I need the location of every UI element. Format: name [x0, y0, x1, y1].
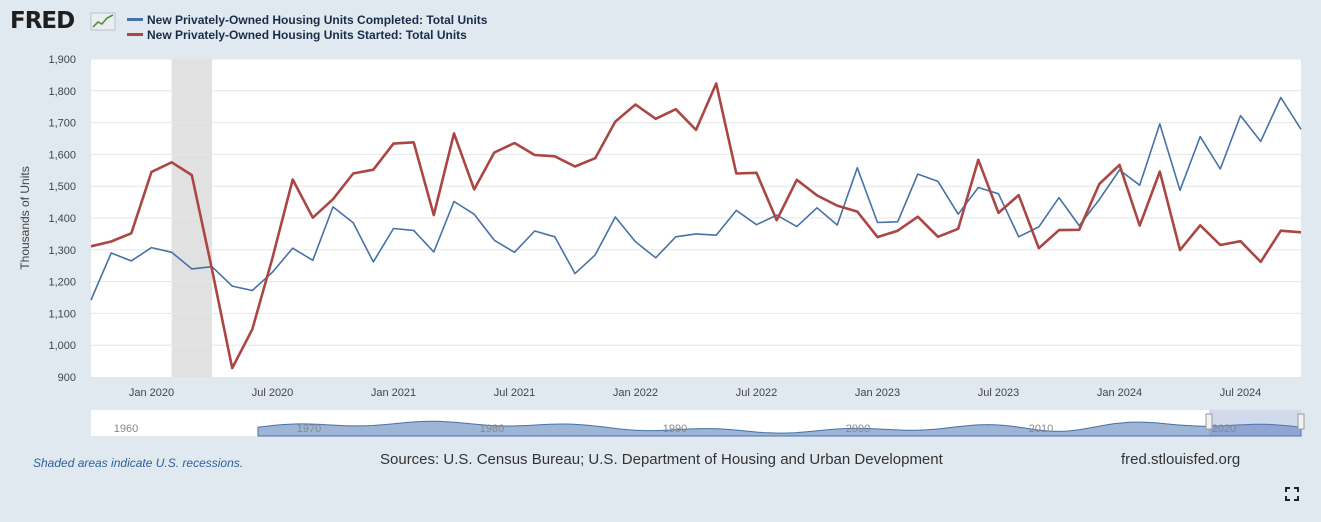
x-tick-label: Jan 2024: [1097, 387, 1142, 399]
navigator-series-area: [257, 420, 1302, 437]
x-tick-label: Jul 2024: [1220, 387, 1262, 399]
y-tick-label: 1,900: [48, 54, 76, 66]
recession-note: Shaded areas indicate U.S. recessions.: [33, 456, 244, 470]
navigator-decade-label: 2020: [1212, 423, 1236, 435]
fullscreen-icon[interactable]: [1285, 487, 1299, 501]
range-navigator[interactable]: 1960 1970 1980 1990 2000 2010 2020: [91, 410, 1305, 437]
series-line-completed[interactable]: [90, 96, 1302, 301]
fred-logo[interactable]: FRED: [10, 8, 75, 34]
navigator-left-handle[interactable]: [1205, 413, 1213, 430]
y-tick-label: 1,000: [48, 340, 76, 352]
y-tick-label: 900: [58, 372, 76, 384]
y-tick-label: 1,700: [48, 118, 76, 130]
y-tick-label: 1,500: [48, 181, 76, 193]
x-tick-label: Jan 2023: [855, 387, 900, 399]
x-tick-label: Jul 2021: [494, 387, 536, 399]
navigator-decade-label: 1970: [297, 423, 321, 435]
y-tick-label: 1,800: [48, 86, 76, 98]
y-tick-label: 1,300: [48, 245, 76, 257]
x-tick-label: Jan 2020: [129, 387, 174, 399]
navigator-decade-label: 1990: [663, 423, 687, 435]
x-tick-label: Jan 2022: [613, 387, 658, 399]
legend-swatch-completed: [127, 18, 143, 21]
y-tick-label: 1,100: [48, 308, 76, 320]
x-tick-label: Jul 2022: [736, 387, 778, 399]
legend-label-started: New Privately-Owned Housing Units Starte…: [147, 27, 467, 42]
x-tick-label: Jul 2020: [252, 387, 294, 399]
series-line-started[interactable]: [90, 82, 1302, 370]
navigator-decade-label: 1960: [114, 423, 138, 435]
navigator-right-handle[interactable]: [1297, 413, 1305, 430]
line-chart-icon: [90, 12, 116, 31]
legend-label-completed: New Privately-Owned Housing Units Comple…: [147, 12, 488, 27]
x-tick-label: Jul 2023: [978, 387, 1020, 399]
x-tick-label: Jan 2021: [371, 387, 416, 399]
legend-item-started[interactable]: New Privately-Owned Housing Units Starte…: [127, 27, 487, 42]
fred-url[interactable]: fred.stlouisfed.org: [1121, 451, 1241, 468]
navigator-decade-label: 2000: [846, 423, 870, 435]
y-tick-label: 1,600: [48, 149, 76, 161]
legend: New Privately-Owned Housing Units Comple…: [127, 12, 487, 42]
y-axis-label: Thousands of Units: [18, 166, 32, 269]
y-tick-label: 1,200: [48, 277, 76, 289]
navigator-decade-label: 1980: [480, 423, 504, 435]
navigator-selection[interactable]: [1209, 410, 1301, 436]
sources-text: Sources: U.S. Census Bureau; U.S. Depart…: [380, 451, 943, 468]
y-tick-label: 1,400: [48, 213, 76, 225]
navigator-decade-label: 2010: [1029, 423, 1053, 435]
legend-item-completed[interactable]: New Privately-Owned Housing Units Comple…: [127, 12, 487, 27]
legend-swatch-started: [127, 33, 143, 36]
